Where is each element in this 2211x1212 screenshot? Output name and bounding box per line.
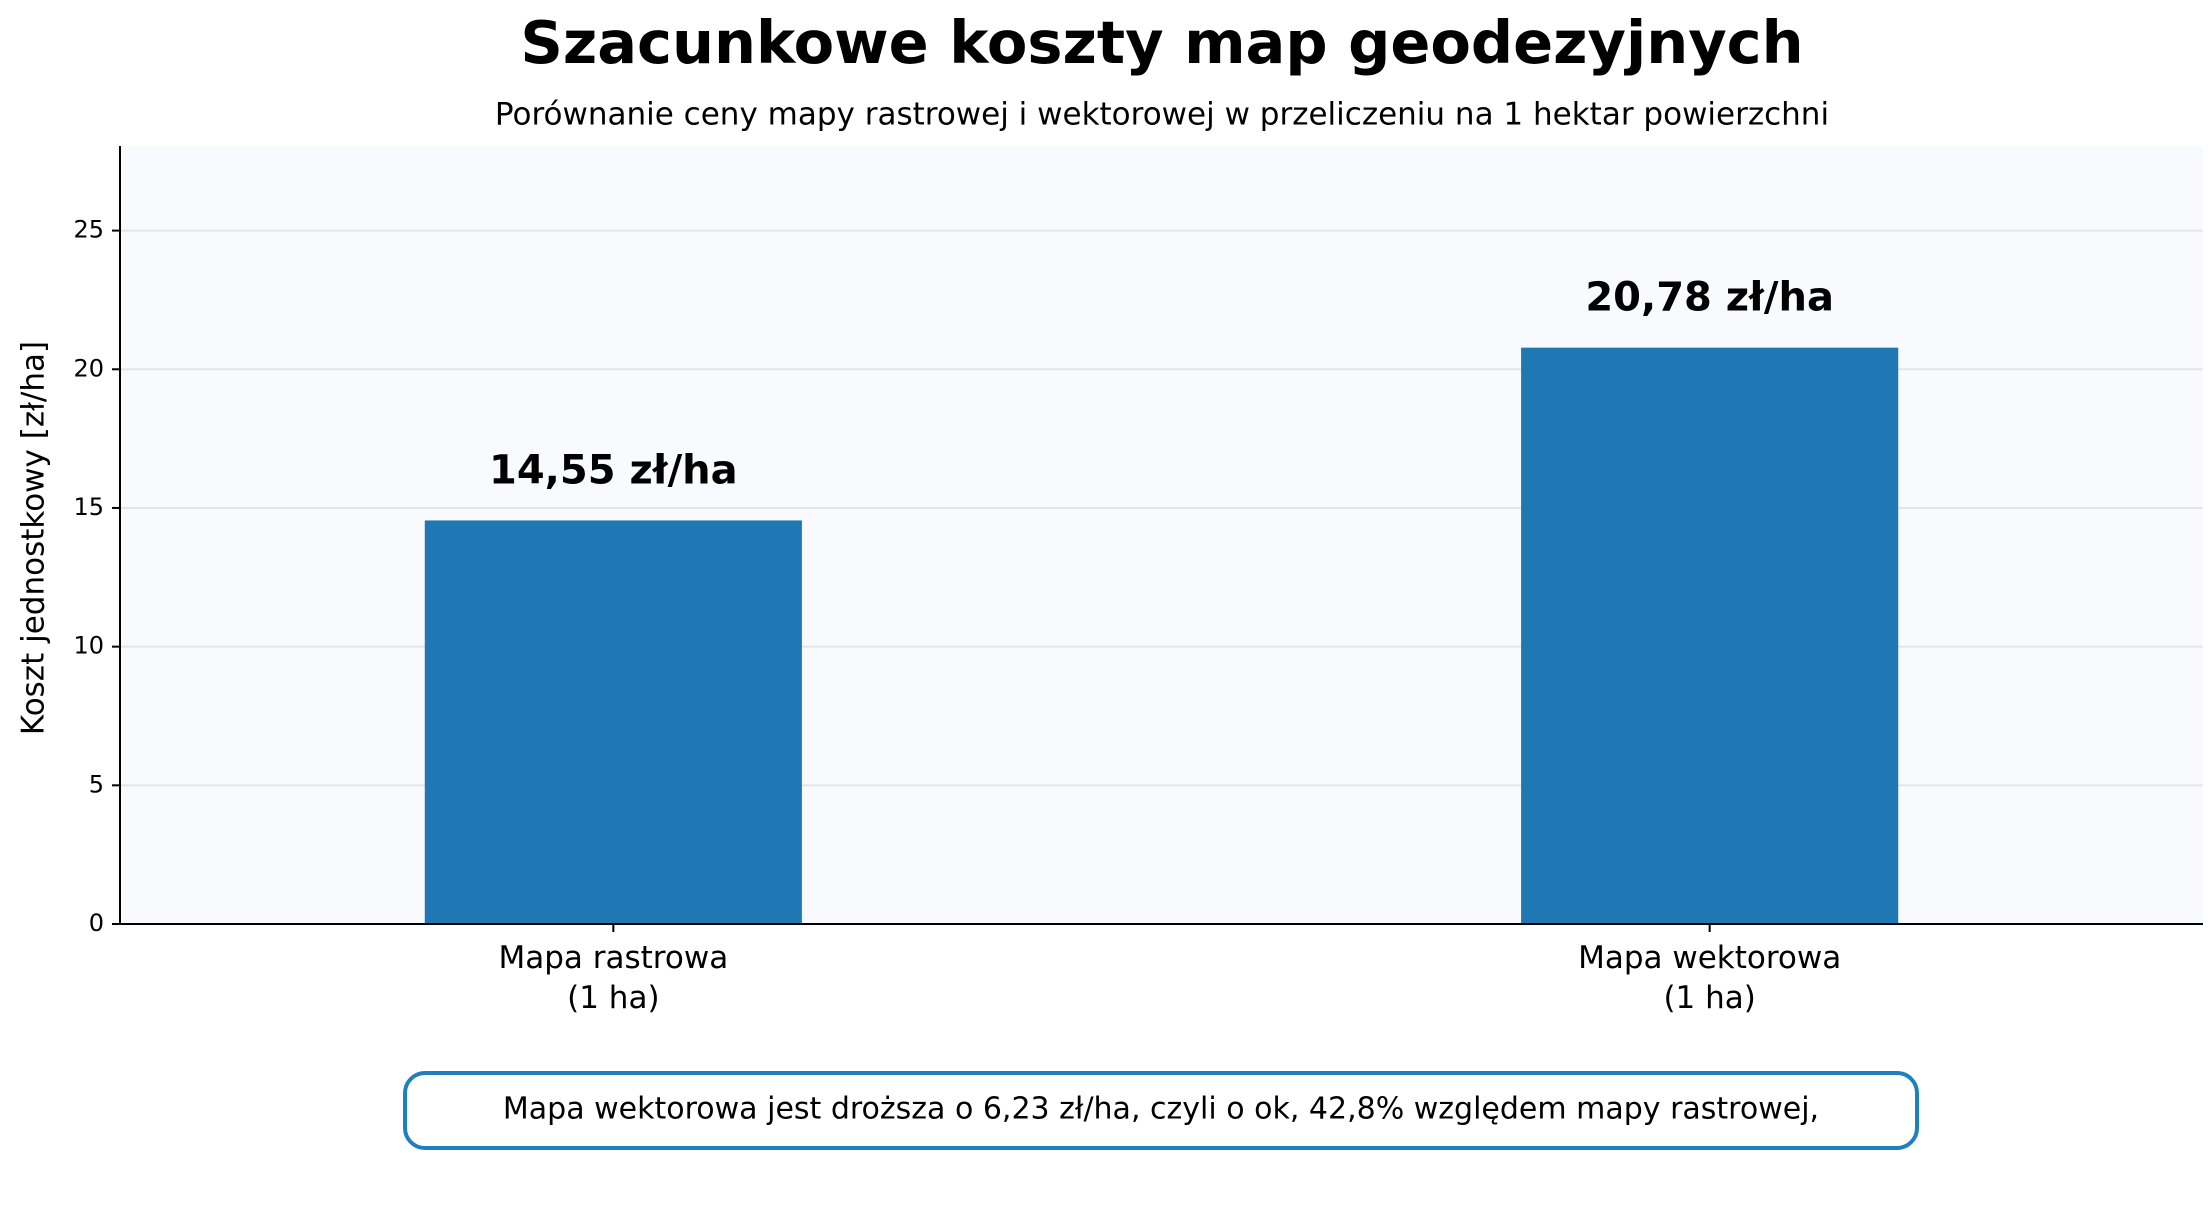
x-tick-label: Mapa wektorowa (1 ha) [1578,940,1841,1016]
bar [1521,347,1899,924]
bar [424,520,802,924]
x-tick-label: Mapa rastrowa (1 ha) [498,940,728,1016]
annotation: Mapa wektorowa jest droższa o 6,23 zł/ha… [503,1092,1819,1127]
value-label: 20,78 zł/ha [1585,275,1834,321]
value-label: 14,55 zł/ha [489,447,738,493]
chart-subtitle: Porównanie ceny mapy rastrowej i wektoro… [495,97,1829,133]
annotation-box [403,1071,1919,1150]
y-tick-label: 5 [89,770,104,798]
y-tick-label: 10 [73,632,104,660]
y-axis-label: Koszt jednostkowy [zł/ha] [16,341,52,735]
y-tick-label: 25 [73,216,104,244]
y-tick-label: 20 [73,354,104,382]
y-tick-label: 15 [73,493,104,521]
plot: 0 5 10 15 20 25 Mapa rastrowa (1 ha) 14,55 zł/ha… [73,216,2203,1016]
y-tick-label: 0 [89,909,104,937]
chart-title: Szacunkowe koszty map geodezyjnych [520,8,1803,77]
